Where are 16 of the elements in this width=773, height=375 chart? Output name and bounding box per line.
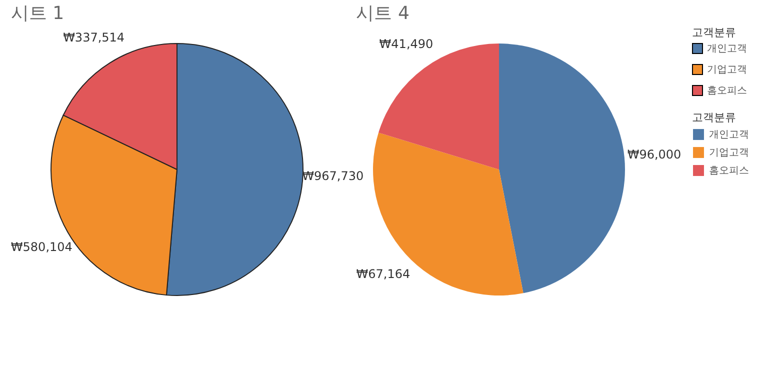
legend-label: 홈오피스 [709,166,749,176]
legend-label: 개인고객 [709,130,749,140]
legend-label: 기업고객 [709,148,749,158]
legend-title: 고객분류 [692,26,736,39]
legend-label: 기업고객 [707,64,747,76]
chart-title: 시트 1 [10,3,64,24]
data-label: ₩337,514 [63,30,125,45]
legend-label: 홈오피스 [707,86,747,96]
data-label: ₩41,490 [379,37,434,52]
pie-slice [499,44,625,294]
chart-title: 시트 4 [356,3,410,24]
legend-label: 개인고객 [707,44,747,54]
data-label: ₩96,000 [627,147,682,162]
data-label: ₩580,104 [10,240,72,254]
legend-title: 고객분류 [692,111,736,124]
data-label: ₩67,164 [356,267,410,281]
